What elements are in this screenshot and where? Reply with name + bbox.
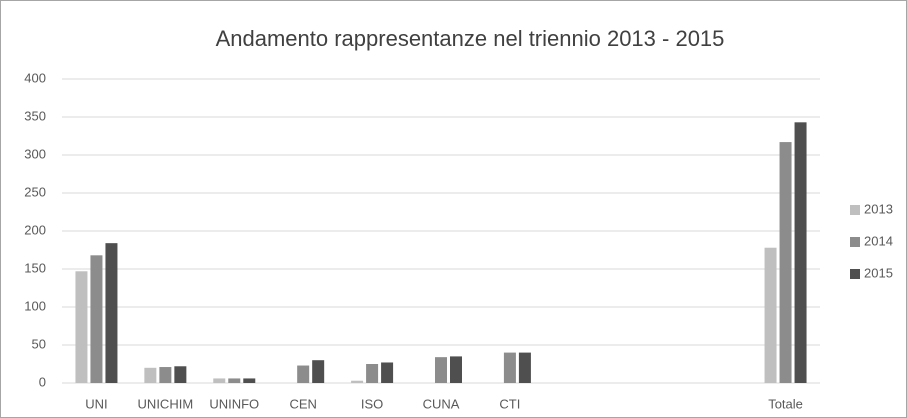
bar <box>174 366 187 383</box>
bar <box>144 367 157 383</box>
x-tick-label: UNINFO <box>209 396 259 411</box>
bar <box>75 271 88 383</box>
bar <box>312 360 325 383</box>
bar <box>366 364 379 383</box>
bar <box>243 378 256 383</box>
bar <box>213 378 226 383</box>
y-tick-label: 50 <box>32 336 46 351</box>
legend-swatch <box>850 205 860 215</box>
legend-label: 2014 <box>864 233 893 248</box>
bar <box>381 362 394 383</box>
bar <box>90 255 103 383</box>
x-tick-label: UNICHIM <box>138 396 194 411</box>
x-tick-label: CTI <box>499 396 520 411</box>
legend-label: 2015 <box>864 265 893 280</box>
y-tick-label: 250 <box>24 184 46 199</box>
bar <box>435 357 447 383</box>
y-tick-label: 150 <box>24 260 46 275</box>
bar <box>450 356 462 383</box>
bar <box>503 352 516 383</box>
legend-label: 2013 <box>864 201 893 216</box>
y-tick-label: 100 <box>24 298 46 313</box>
bar <box>351 380 364 383</box>
y-tick-label: 300 <box>24 146 46 161</box>
x-tick-label: UNI <box>85 396 107 411</box>
bar <box>518 352 531 383</box>
x-tick-label: CUNA <box>423 396 460 411</box>
y-tick-label: 350 <box>24 108 46 123</box>
bar <box>779 142 792 383</box>
x-tick-label: ISO <box>361 396 383 411</box>
bar <box>105 243 118 383</box>
legend-swatch <box>850 237 860 247</box>
y-tick-label: 400 <box>24 70 46 85</box>
bar <box>764 247 777 383</box>
bar <box>297 365 310 383</box>
y-tick-label: 0 <box>39 374 46 389</box>
bar <box>159 367 172 383</box>
x-tick-label: CEN <box>289 396 316 411</box>
bar <box>228 378 241 383</box>
chart-title: Andamento rappresentanze nel triennio 20… <box>216 26 725 51</box>
y-tick-label: 200 <box>24 222 46 237</box>
x-tick-label: Totale <box>768 396 803 411</box>
bar <box>794 122 807 383</box>
legend-swatch <box>850 269 860 279</box>
